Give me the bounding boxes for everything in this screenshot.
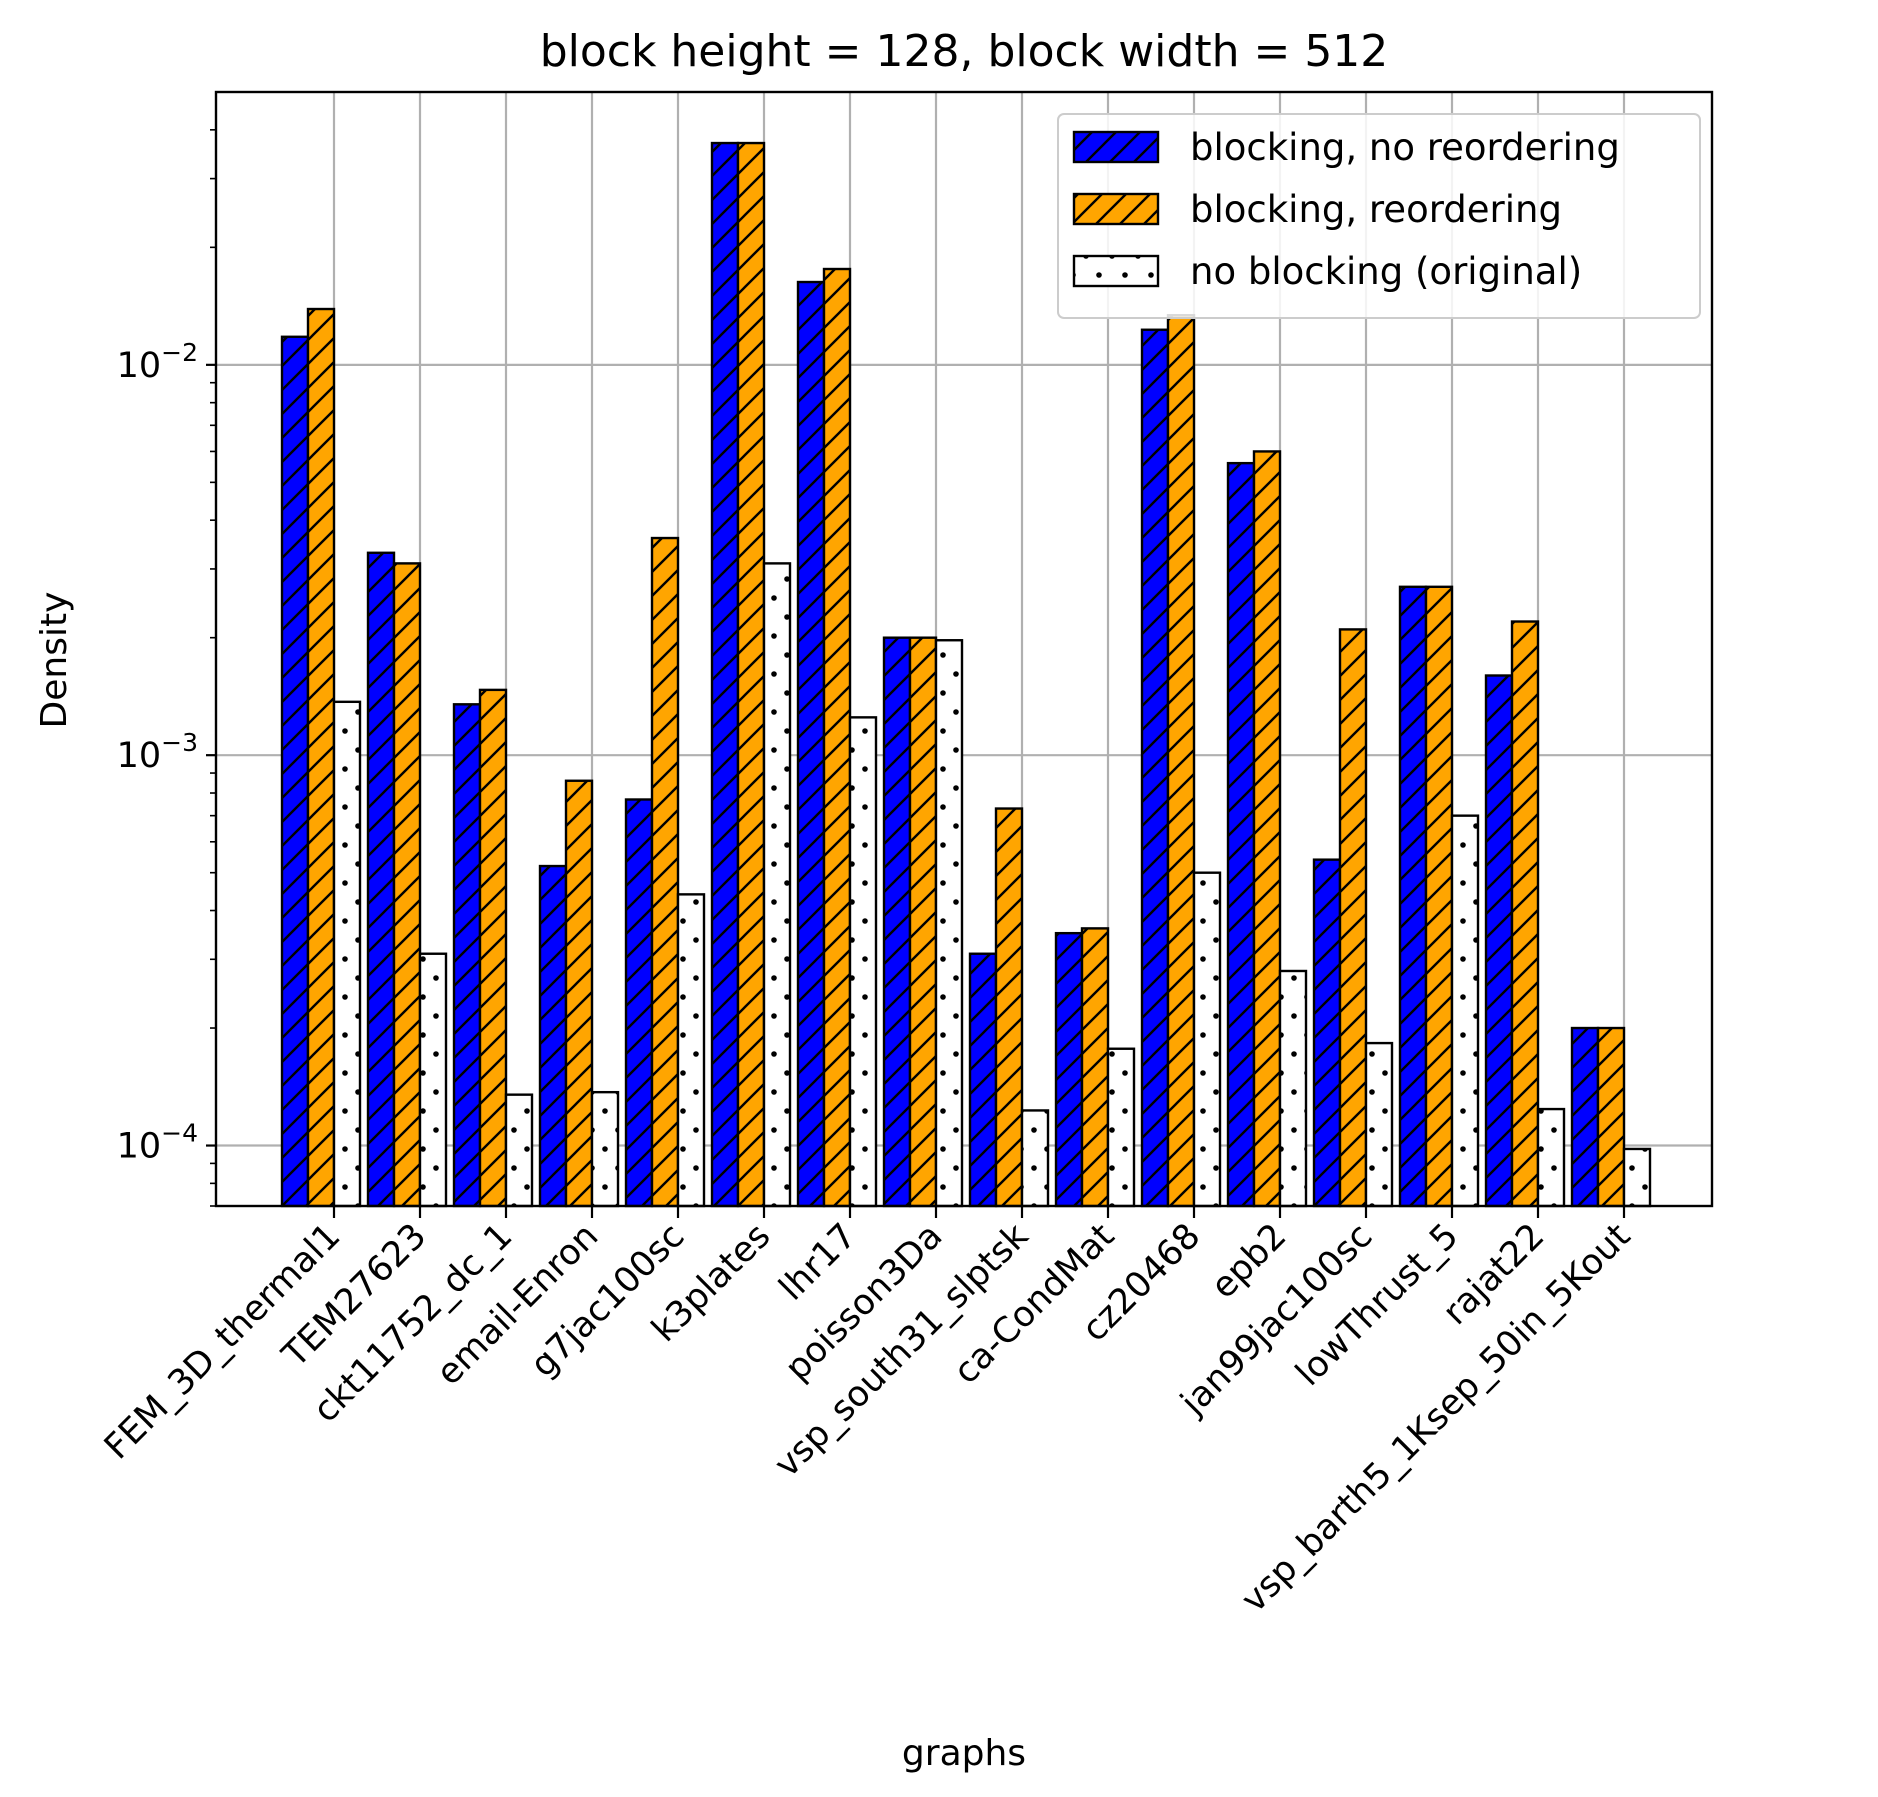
bar	[1312, 858, 1342, 1208]
y-axis-label: Density	[34, 592, 75, 729]
bar	[1278, 969, 1308, 1208]
bar	[564, 779, 594, 1208]
bar	[1192, 871, 1222, 1208]
x-axis-label: graphs	[902, 1733, 1026, 1774]
legend-box	[1057, 113, 1701, 319]
bar	[1622, 1147, 1652, 1208]
legend-swatch	[1072, 254, 1160, 288]
legend-label: no blocking (original)	[1190, 250, 1582, 293]
bar	[650, 536, 680, 1208]
bar	[366, 551, 396, 1208]
bar	[796, 280, 826, 1208]
y-tick-exponent: −2	[161, 338, 198, 367]
bar	[280, 335, 310, 1208]
bar	[1424, 585, 1454, 1208]
bar	[1338, 628, 1368, 1208]
legend-swatch	[1072, 130, 1160, 164]
bar	[1510, 620, 1540, 1208]
legend: blocking, no reordering blocking, reorder…	[1057, 113, 1701, 319]
bar	[624, 798, 654, 1208]
bar	[1080, 927, 1110, 1208]
bar	[590, 1090, 620, 1208]
bar	[1484, 674, 1514, 1208]
y-tick-label: 10−4	[117, 1119, 198, 1167]
bar	[1020, 1109, 1050, 1208]
bar	[1252, 450, 1282, 1208]
y-tick-exponent: −3	[161, 728, 198, 757]
bar	[994, 807, 1024, 1208]
bar	[1054, 931, 1084, 1208]
bar	[676, 893, 706, 1208]
bars	[280, 141, 1652, 1208]
legend-label: blocking, no reordering	[1190, 126, 1620, 169]
bar	[478, 688, 508, 1208]
bar	[306, 307, 336, 1208]
plot-frame	[214, 90, 1714, 1208]
chart-title: block height = 128, block width = 512	[540, 26, 1389, 77]
y-tick-exponent: −4	[161, 1119, 198, 1148]
bar	[1226, 461, 1256, 1208]
bar	[418, 952, 448, 1208]
bar	[934, 639, 964, 1208]
bar	[822, 267, 852, 1208]
bar	[538, 864, 568, 1208]
bar	[392, 562, 422, 1208]
y-tick-label: 10−2	[117, 338, 198, 386]
bar	[332, 700, 362, 1208]
bar	[762, 562, 792, 1208]
bar	[1106, 1047, 1136, 1208]
legend-label: blocking, reordering	[1190, 188, 1562, 231]
bar	[882, 636, 912, 1208]
y-tick-label: 10−3	[117, 728, 198, 776]
bar	[1536, 1107, 1566, 1208]
bar	[504, 1093, 534, 1208]
bar	[1596, 1026, 1626, 1208]
legend-swatch	[1072, 192, 1160, 226]
bar	[1166, 314, 1196, 1208]
bar	[736, 141, 766, 1208]
bar	[452, 703, 482, 1208]
bar	[848, 716, 878, 1208]
bar	[1140, 328, 1170, 1208]
bar	[710, 141, 740, 1208]
bar	[968, 952, 998, 1208]
bar	[1570, 1026, 1600, 1208]
bar	[1450, 814, 1480, 1208]
bar	[908, 636, 938, 1208]
bar	[1398, 585, 1428, 1208]
bar	[1364, 1041, 1394, 1208]
